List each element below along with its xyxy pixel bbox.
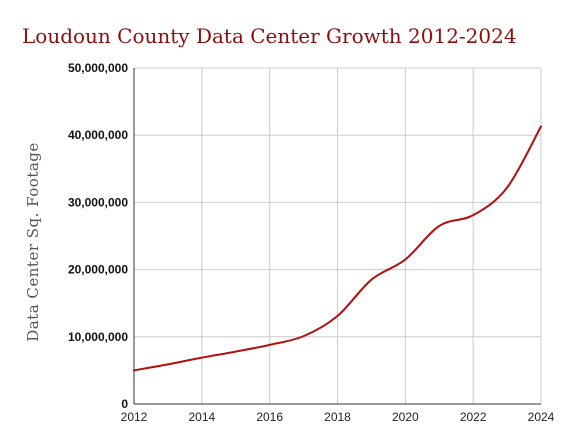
x-tick-label: 2018 xyxy=(324,410,351,424)
gridlines xyxy=(134,67,542,404)
x-tick-label: 2020 xyxy=(392,410,419,424)
y-tick-label: 40,000,000 xyxy=(68,128,128,142)
x-axis-ticks: 2012 2014 2016 2018 2020 2022 2024 xyxy=(121,410,555,424)
x-tick-label: 2016 xyxy=(256,410,283,424)
x-tick-label: 2014 xyxy=(188,410,215,424)
y-axis-label: Data Center Sq. Footage xyxy=(24,142,42,342)
y-tick-label: 10,000,000 xyxy=(68,330,128,344)
x-tick-label: 2012 xyxy=(121,410,148,424)
series xyxy=(133,125,542,372)
y-tick-label: 30,000,000 xyxy=(68,195,128,209)
chart-title: Loudoun County Data Center Growth 2012-2… xyxy=(22,24,517,48)
y-tick-label: 20,000,000 xyxy=(68,263,128,277)
series-line xyxy=(133,125,542,372)
y-tick-label: 50,000,000 xyxy=(68,61,128,75)
y-tick-label: 0 xyxy=(121,397,128,411)
x-tick-label: 2022 xyxy=(460,410,487,424)
y-axis-ticks: 0 10,000,000 20,000,000 30,000,000 40,000,00… xyxy=(68,61,128,411)
axes xyxy=(133,68,541,405)
x-tick-label: 2024 xyxy=(528,410,555,424)
